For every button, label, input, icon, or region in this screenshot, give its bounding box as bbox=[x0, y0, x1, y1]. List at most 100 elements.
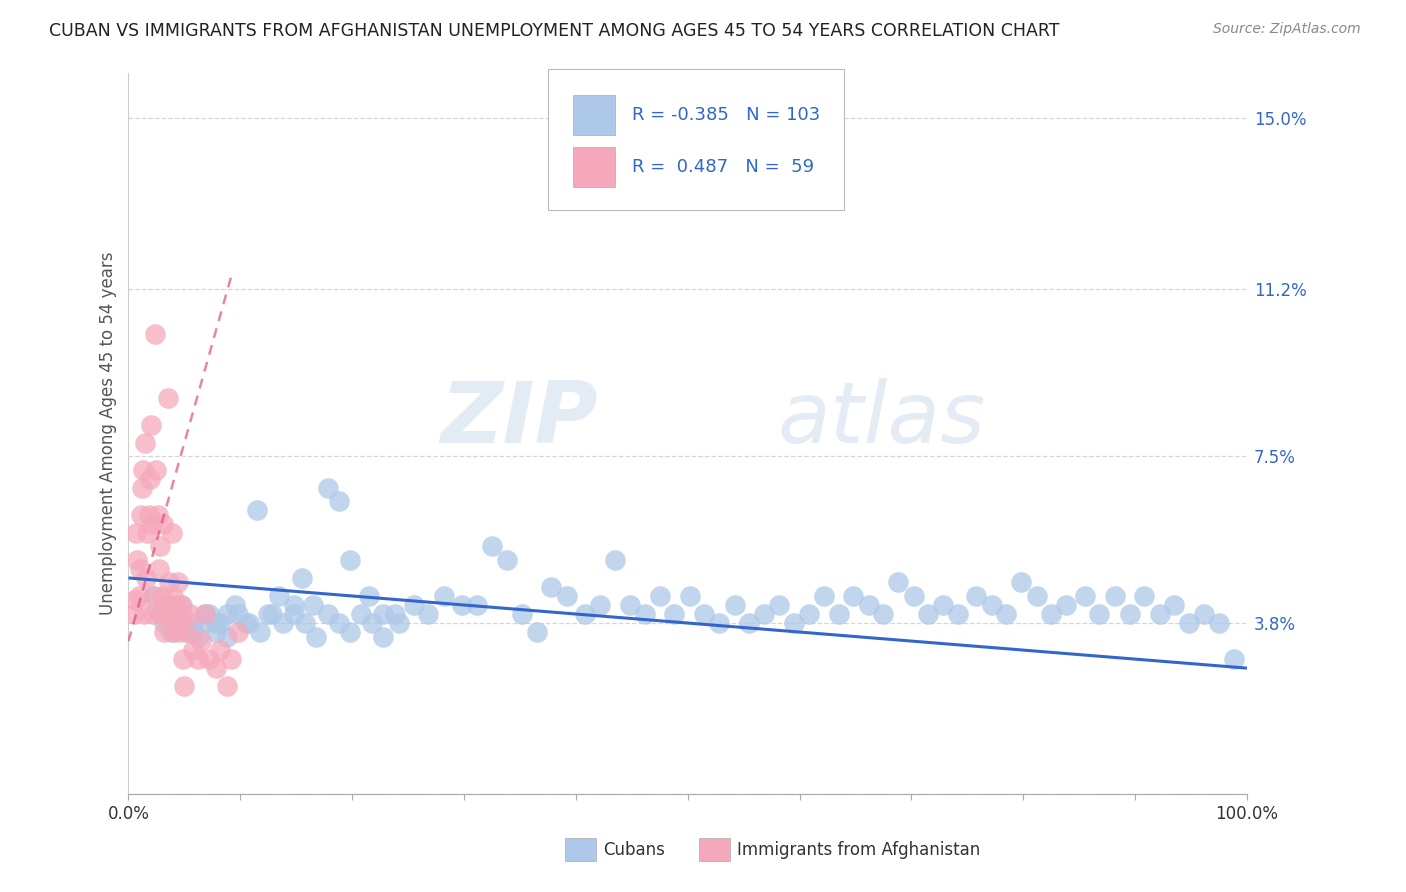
Point bbox=[215, 679, 238, 693]
Point bbox=[402, 598, 425, 612]
FancyBboxPatch shape bbox=[565, 838, 596, 862]
Point bbox=[226, 625, 249, 640]
Point bbox=[209, 643, 232, 657]
Point bbox=[198, 652, 221, 666]
Point bbox=[257, 607, 280, 621]
Point bbox=[183, 615, 205, 630]
Point bbox=[1054, 598, 1077, 612]
Point bbox=[193, 607, 215, 621]
Point bbox=[148, 562, 170, 576]
Point bbox=[128, 562, 150, 576]
Point bbox=[187, 630, 209, 644]
Point bbox=[176, 625, 198, 640]
Point bbox=[305, 630, 328, 644]
Point bbox=[679, 589, 702, 603]
Point bbox=[172, 598, 194, 612]
Point bbox=[145, 463, 167, 477]
Point bbox=[373, 630, 395, 644]
Point bbox=[1104, 589, 1126, 603]
Point bbox=[1222, 652, 1244, 666]
Point bbox=[260, 607, 283, 621]
Point bbox=[155, 598, 177, 612]
Text: Cubans: Cubans bbox=[603, 841, 665, 859]
Point bbox=[373, 607, 395, 621]
Point bbox=[1149, 607, 1171, 621]
Point bbox=[357, 589, 380, 603]
Point bbox=[339, 625, 361, 640]
Point bbox=[125, 525, 148, 540]
Point bbox=[135, 571, 157, 585]
Point bbox=[183, 625, 205, 640]
FancyBboxPatch shape bbox=[699, 838, 730, 862]
Text: CUBAN VS IMMIGRANTS FROM AFGHANISTAN UNEMPLOYMENT AMONG AGES 45 TO 54 YEARS CORR: CUBAN VS IMMIGRANTS FROM AFGHANISTAN UNE… bbox=[49, 22, 1060, 40]
Point bbox=[1074, 589, 1097, 603]
Point bbox=[215, 607, 238, 621]
Point bbox=[124, 593, 146, 607]
Point bbox=[187, 652, 209, 666]
Point bbox=[1088, 607, 1111, 621]
Point bbox=[1133, 589, 1156, 603]
Text: R = -0.385   N = 103: R = -0.385 N = 103 bbox=[631, 106, 820, 124]
Point bbox=[664, 607, 686, 621]
Point bbox=[1025, 589, 1047, 603]
Point bbox=[193, 607, 215, 621]
Point bbox=[1118, 607, 1140, 621]
FancyBboxPatch shape bbox=[572, 95, 614, 135]
Point bbox=[134, 435, 156, 450]
Point bbox=[209, 615, 232, 630]
Point bbox=[589, 598, 612, 612]
Point bbox=[738, 615, 761, 630]
Point bbox=[350, 607, 373, 621]
Point bbox=[138, 508, 160, 522]
Point bbox=[165, 607, 187, 621]
Point bbox=[995, 607, 1018, 621]
Point bbox=[858, 598, 880, 612]
Point bbox=[122, 607, 145, 621]
Point bbox=[153, 615, 176, 630]
Point bbox=[142, 589, 165, 603]
Point bbox=[316, 481, 339, 495]
Point bbox=[619, 598, 641, 612]
Point bbox=[149, 607, 172, 621]
Point bbox=[156, 391, 179, 405]
Point bbox=[555, 589, 578, 603]
Point bbox=[872, 607, 894, 621]
Point bbox=[948, 607, 970, 621]
Point bbox=[198, 607, 221, 621]
Point bbox=[1163, 598, 1185, 612]
Point bbox=[842, 589, 865, 603]
Point bbox=[150, 589, 173, 603]
Point bbox=[271, 615, 294, 630]
Point bbox=[157, 575, 180, 590]
Point bbox=[134, 607, 156, 621]
Point bbox=[1010, 575, 1032, 590]
Point bbox=[149, 540, 172, 554]
Point bbox=[246, 503, 269, 517]
Point bbox=[768, 598, 790, 612]
Point bbox=[316, 607, 339, 621]
Point bbox=[152, 516, 174, 531]
Point bbox=[813, 589, 835, 603]
Point bbox=[224, 598, 246, 612]
Point bbox=[143, 327, 166, 342]
Point bbox=[160, 607, 183, 621]
Point bbox=[136, 525, 159, 540]
Point bbox=[450, 598, 472, 612]
FancyBboxPatch shape bbox=[572, 147, 614, 187]
Text: atlas: atlas bbox=[778, 377, 986, 461]
Point bbox=[361, 615, 384, 630]
Y-axis label: Unemployment Among Ages 45 to 54 years: Unemployment Among Ages 45 to 54 years bbox=[100, 252, 117, 615]
FancyBboxPatch shape bbox=[548, 70, 844, 210]
Text: Immigrants from Afghanistan: Immigrants from Afghanistan bbox=[737, 841, 980, 859]
Point bbox=[132, 463, 155, 477]
Point bbox=[291, 571, 314, 585]
Point bbox=[294, 615, 316, 630]
Point bbox=[1194, 607, 1216, 621]
Point bbox=[204, 615, 226, 630]
Point bbox=[173, 679, 195, 693]
Point bbox=[172, 607, 194, 621]
Point bbox=[724, 598, 747, 612]
Point bbox=[249, 625, 271, 640]
Point bbox=[221, 652, 243, 666]
Point bbox=[1208, 615, 1230, 630]
